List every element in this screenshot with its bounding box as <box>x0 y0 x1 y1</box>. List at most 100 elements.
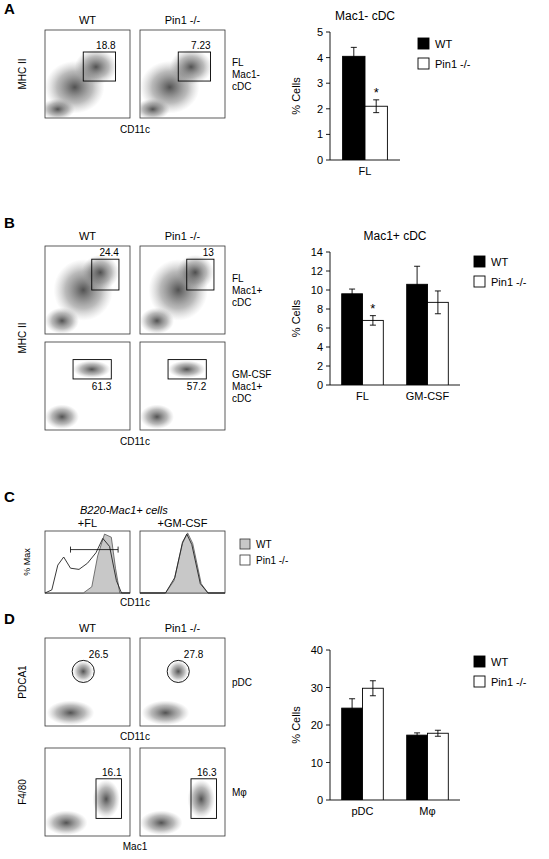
gate <box>83 52 115 81</box>
gate <box>178 52 210 81</box>
x-tick-label: FL <box>356 390 369 402</box>
dot-cloud <box>45 99 75 118</box>
legend-swatch <box>474 276 485 287</box>
histogram <box>140 534 225 593</box>
dots <box>140 49 212 118</box>
error-bar <box>370 681 376 696</box>
plot-frame <box>140 342 225 430</box>
dots <box>140 780 215 835</box>
dots <box>45 360 110 429</box>
dot-cloud <box>73 360 110 378</box>
dot-cloud <box>142 700 190 725</box>
y-axis-label: PDCA1 <box>17 665 28 699</box>
gate-value: 18.8 <box>96 40 116 51</box>
y-tick <box>326 160 330 161</box>
x-axis-label: CD11c <box>120 124 150 135</box>
y-axis <box>330 32 331 160</box>
panel-label: A <box>4 0 15 17</box>
y-tick <box>326 366 330 367</box>
panel-title: B220-Mac1+ cells <box>80 504 168 516</box>
y-tick <box>326 328 330 329</box>
dot-cloud <box>188 780 215 819</box>
side-label: Mac1+ <box>232 381 262 392</box>
y-tick-label: 40 <box>311 644 323 656</box>
y-tick-label: 10 <box>311 757 323 769</box>
gate-value: 26.5 <box>89 649 109 660</box>
dot-cloud <box>45 404 79 429</box>
y-tick <box>326 347 330 348</box>
y-tick-label: 3 <box>317 77 323 89</box>
gate <box>191 779 217 819</box>
y-tick <box>326 650 330 651</box>
y-tick <box>326 800 330 801</box>
side-label: Mac1+ <box>232 285 262 296</box>
legend-label: WT <box>256 539 272 550</box>
legend-swatch <box>418 38 429 49</box>
y-tick-label: 2 <box>317 103 323 115</box>
bar <box>342 708 363 800</box>
y-tick <box>326 134 330 135</box>
column-header: WT <box>79 230 96 242</box>
dot-cloud <box>170 49 213 84</box>
side-label: cDC <box>232 393 251 404</box>
side-label: pDC <box>232 677 252 688</box>
gate <box>71 547 119 553</box>
bars <box>342 266 449 385</box>
error-bar <box>414 733 420 738</box>
y-axis <box>330 252 331 385</box>
column-header: Pin1 -/- <box>165 14 201 26</box>
plot-frame <box>45 531 130 593</box>
legend-swatch <box>240 539 250 549</box>
gate-value: 57.2 <box>187 381 207 392</box>
error-bar <box>349 289 355 299</box>
y-axis-label: MHC II <box>17 322 28 353</box>
x-axis-label: Mac1 <box>123 841 148 852</box>
side-label: Mac1- <box>232 69 260 80</box>
legend-label: WT <box>491 656 508 668</box>
dot-cloud <box>73 661 93 682</box>
column-header: Pin1 -/- <box>165 622 201 634</box>
legend-label: WT <box>491 256 508 268</box>
legend-label: Pin1 -/- <box>435 58 471 70</box>
histogram <box>45 534 130 593</box>
dots <box>140 255 214 334</box>
gate <box>73 360 111 379</box>
legend-swatch <box>240 555 250 565</box>
y-axis-label: % Cells <box>290 706 302 744</box>
dot-cloud <box>168 661 188 682</box>
y-tick <box>326 32 330 33</box>
side-label: GM-CSF <box>232 369 271 380</box>
dot-cloud <box>75 49 118 84</box>
gate <box>96 779 122 819</box>
plot-frame <box>140 638 225 726</box>
y-tick-label: 20 <box>311 719 323 731</box>
y-axis-label: % Cells <box>290 77 302 115</box>
plot-frame <box>140 748 225 836</box>
y-tick-label: 2 <box>317 360 323 372</box>
dots <box>45 49 117 118</box>
y-tick-label: 0 <box>317 379 323 391</box>
dot-cloud <box>140 308 174 334</box>
bar <box>363 688 384 800</box>
gate <box>92 259 119 290</box>
dot-cloud <box>93 780 120 819</box>
y-tick <box>326 83 330 84</box>
legend-swatch <box>474 656 485 667</box>
dots <box>142 661 190 725</box>
plot-frame <box>45 342 130 430</box>
side-label: FL <box>232 57 244 68</box>
y-tick-label: 1 <box>317 128 323 140</box>
figure: AWTPin1 -/-18.87.23FLMac1-cDCCD11cMHC II… <box>0 0 549 859</box>
column-header: +GM-CSF <box>158 517 208 529</box>
y-axis-label: % Max <box>22 548 32 576</box>
y-tick-label: 4 <box>317 52 323 64</box>
y-tick-label: 0 <box>317 794 323 806</box>
gate <box>168 360 206 379</box>
gate-value: 7.23 <box>191 40 211 51</box>
error-bar <box>349 699 355 718</box>
dot-cloud <box>140 99 170 118</box>
y-axis-label: MHC II <box>17 58 28 89</box>
chart-title: Mac1+ cDC <box>363 229 426 243</box>
bar <box>343 56 365 160</box>
dot-cloud <box>82 255 119 290</box>
